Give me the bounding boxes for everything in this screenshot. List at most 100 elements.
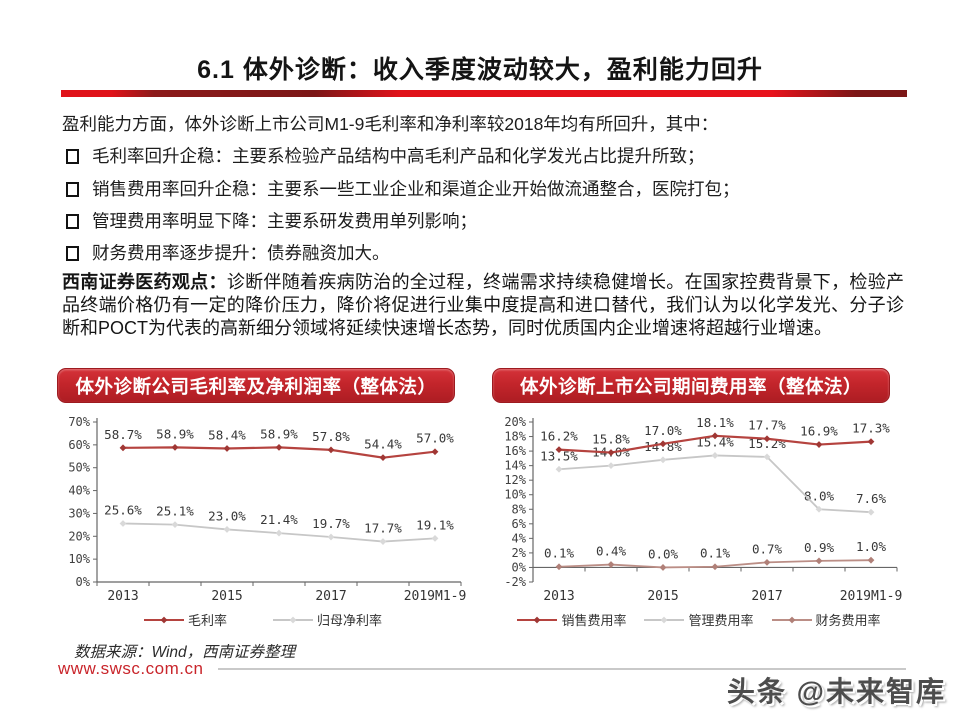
legend-label: 毛利率 xyxy=(187,613,227,628)
svg-text:70%: 70% xyxy=(68,415,90,429)
website-link[interactable]: www.swsc.com.cn xyxy=(58,659,204,678)
svg-text:10%: 10% xyxy=(504,488,526,502)
svg-text:14%: 14% xyxy=(504,459,526,473)
svg-text:17.0%: 17.0% xyxy=(644,423,682,438)
svg-text:57.8%: 57.8% xyxy=(312,429,350,444)
margin-chart: 70% 60% 50% 40% 30% 20% 10% 0% 2013 2015 2017 2019M… xyxy=(57,408,469,629)
svg-text:18%: 18% xyxy=(504,430,526,444)
chart-title-banner-right: 体外诊断上市公司期间费用率（整体法） xyxy=(492,368,890,403)
svg-text:12%: 12% xyxy=(504,473,526,487)
data-source-note: 数据来源：Wind，西南证券整理 xyxy=(74,644,296,661)
svg-text:0.1%: 0.1% xyxy=(700,546,731,561)
legend-item: 销售费用率 xyxy=(517,610,626,629)
svg-text:30%: 30% xyxy=(68,506,90,520)
svg-text:16.2%: 16.2% xyxy=(540,429,578,444)
svg-text:58.9%: 58.9% xyxy=(156,426,194,441)
svg-text:2015: 2015 xyxy=(211,589,242,604)
svg-text:58.4%: 58.4% xyxy=(208,428,246,443)
legend-item: 管理费用率 xyxy=(644,610,754,629)
svg-text:60%: 60% xyxy=(68,438,90,452)
svg-text:17.7%: 17.7% xyxy=(748,418,786,433)
svg-text:17.7%: 17.7% xyxy=(364,521,402,536)
legend-line-icon xyxy=(771,616,812,623)
legend-item: 财务费用率 xyxy=(771,610,881,629)
svg-text:1.0%: 1.0% xyxy=(856,539,887,554)
svg-text:0.1%: 0.1% xyxy=(544,546,575,561)
svg-text:21.4%: 21.4% xyxy=(260,512,298,527)
svg-text:17.3%: 17.3% xyxy=(852,421,890,436)
bullet-item: 财务费用率逐步提升：债券融资加大。 xyxy=(66,243,900,264)
title-underline-bar xyxy=(61,90,907,97)
svg-text:0%: 0% xyxy=(512,560,527,574)
intro-text: 盈利能力方面，体外诊断上市公司M1-9毛利率和净利率较2018年均有所回升，其中… xyxy=(62,114,719,134)
legend-item: 毛利率 xyxy=(143,610,227,629)
margin-chart-legend: 毛利率 归母净利率 xyxy=(57,610,469,629)
legend-item: 归母净利率 xyxy=(273,610,382,629)
svg-text:0.4%: 0.4% xyxy=(596,544,627,559)
bullet-square-icon xyxy=(66,246,79,261)
svg-text:40%: 40% xyxy=(68,484,90,498)
margin-chart-plot: 70% 60% 50% 40% 30% 20% 10% 0% 2013 2015 2017 2019M… xyxy=(68,415,467,604)
bullet-text: 毛利率回升企稳：主要系检验产品结构中高毛利产品和化学发光占比提升所致； xyxy=(92,146,705,166)
svg-text:0.7%: 0.7% xyxy=(752,541,783,556)
legend-line-icon xyxy=(517,616,558,623)
legend-line-icon xyxy=(273,616,313,623)
legend-label: 销售费用率 xyxy=(561,613,627,628)
svg-text:2013: 2013 xyxy=(107,589,138,604)
viewpoint-paragraph: 西南证券医药观点：诊断伴随着疾病防治的全过程，终端需求持续稳健增长。在国家控费背… xyxy=(62,271,904,340)
svg-text:18.1%: 18.1% xyxy=(696,415,734,430)
bullet-text: 管理费用率明显下降：主要系研发费用单列影响； xyxy=(92,211,477,231)
svg-text:7.6%: 7.6% xyxy=(856,491,887,506)
svg-text:57.0%: 57.0% xyxy=(416,431,454,446)
bullet-item: 毛利率回升企稳：主要系检验产品结构中高毛利产品和化学发光占比提升所致； xyxy=(66,146,900,167)
bullet-square-icon xyxy=(66,182,79,197)
svg-text:0.9%: 0.9% xyxy=(804,540,835,555)
bullet-square-icon xyxy=(66,149,79,164)
bullet-text: 销售费用率回升企稳：主要系一些工业企业和渠道企业开始做流通整合，医院打包； xyxy=(92,179,740,199)
svg-text:0.0%: 0.0% xyxy=(648,546,679,561)
svg-text:2019M1-9: 2019M1-9 xyxy=(404,589,467,604)
legend-label: 管理费用率 xyxy=(688,613,754,628)
page-title: 6.1 体外诊断：收入季度波动较大，盈利能力回升 xyxy=(197,56,763,84)
legend-line-icon xyxy=(143,616,184,623)
legend-label: 财务费用率 xyxy=(815,613,881,628)
svg-text:16%: 16% xyxy=(504,444,526,458)
svg-text:0%: 0% xyxy=(76,575,91,589)
viewpoint-label: 西南证券医药观点： xyxy=(62,272,227,292)
svg-text:15.8%: 15.8% xyxy=(592,432,630,447)
bullet-text: 财务费用率逐步提升：债券融资加大。 xyxy=(92,243,390,263)
svg-text:50%: 50% xyxy=(68,461,90,475)
svg-text:25.6%: 25.6% xyxy=(104,502,142,517)
svg-text:2015: 2015 xyxy=(647,589,678,604)
svg-text:58.7%: 58.7% xyxy=(104,427,142,442)
svg-text:6%: 6% xyxy=(512,517,527,531)
svg-text:16.9%: 16.9% xyxy=(800,424,838,439)
expense-chart: 20% 18% 16% 14% 12% 10% 8% 6% 4% 2% 0% -2% 2013 2015 2… xyxy=(493,408,905,629)
svg-text:2019M1-9: 2019M1-9 xyxy=(840,589,903,604)
chart-title-banner-left: 体外诊断公司毛利率及净利润率（整体法） xyxy=(57,368,455,403)
expense-chart-legend: 销售费用率 管理费用率 财务费用率 xyxy=(493,610,905,629)
svg-text:8%: 8% xyxy=(512,502,527,516)
watermark-text: 头条 @未来智库 xyxy=(726,676,946,707)
bullet-square-icon xyxy=(66,214,79,229)
svg-text:25.1%: 25.1% xyxy=(156,504,194,519)
viewpoint-text: 诊断伴随着疾病防治的全过程，终端需求持续稳健增长。在国家控费背景下，检验产品终端… xyxy=(62,272,905,338)
legend-label: 归母净利率 xyxy=(317,613,383,628)
svg-text:10%: 10% xyxy=(68,552,90,566)
bullet-item: 销售费用率回升企稳：主要系一些工业企业和渠道企业开始做流通整合，医院打包； xyxy=(66,179,900,200)
svg-text:8.0%: 8.0% xyxy=(804,488,835,503)
svg-text:4%: 4% xyxy=(512,531,527,545)
svg-text:2013: 2013 xyxy=(543,589,574,604)
expense-chart-plot: 20%18%16%14%12%10%8%6%4%2%0%-2% 2013 2015 2… xyxy=(504,415,903,604)
svg-text:58.9%: 58.9% xyxy=(260,426,298,441)
svg-text:19.7%: 19.7% xyxy=(312,516,350,531)
svg-text:54.4%: 54.4% xyxy=(364,437,402,452)
svg-text:13.5%: 13.5% xyxy=(540,448,578,463)
svg-text:20%: 20% xyxy=(504,415,526,429)
svg-text:2%: 2% xyxy=(512,546,527,560)
svg-text:2017: 2017 xyxy=(315,589,346,604)
legend-line-icon xyxy=(644,616,685,623)
svg-text:-2%: -2% xyxy=(504,575,526,589)
bullet-item: 管理费用率明显下降：主要系研发费用单列影响； xyxy=(66,211,900,232)
footer-divider xyxy=(218,668,906,670)
